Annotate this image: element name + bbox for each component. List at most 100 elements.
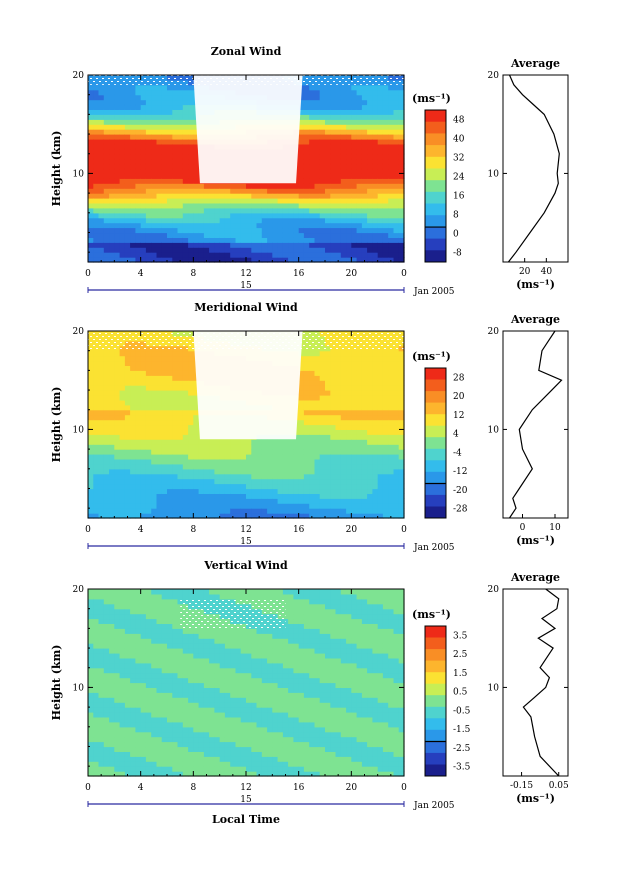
heatmap-cell: [309, 424, 316, 430]
heatmap-cell: [203, 237, 210, 243]
heatmap-cell: [167, 498, 173, 504]
heatmap-cell: [388, 454, 395, 460]
heatmap-cell: [388, 488, 395, 494]
heatmap-cell: [367, 375, 373, 381]
heatmap-cell: [145, 365, 152, 371]
heatmap-cell: [93, 618, 100, 624]
heatmap-cell: [398, 493, 405, 499]
heatmap-cell: [103, 385, 110, 391]
heatmap-cell: [88, 173, 94, 179]
y-tick-label: 10: [73, 425, 85, 435]
heatmap-cell: [177, 390, 184, 396]
y-tick-label: 20: [73, 71, 85, 81]
heatmap-cell: [340, 513, 347, 519]
heatmap-cell: [335, 148, 342, 155]
heatmap-cell: [303, 148, 310, 155]
heatmap-cell: [356, 148, 363, 155]
heatmap-cell: [382, 478, 389, 485]
heatmap-cell: [356, 458, 363, 465]
heatmap-cell: [88, 380, 94, 386]
heatmap-cell: [140, 449, 147, 455]
heatmap-cell: [261, 483, 268, 490]
heatmap-cell: [251, 493, 258, 499]
heatmap-cell: [203, 227, 210, 234]
heatmap-cell: [382, 109, 389, 115]
heatmap-cell: [124, 390, 131, 396]
heatmap-cell: [309, 350, 316, 357]
panel-title: Zonal Wind: [211, 45, 282, 58]
heatmap-cell: [161, 375, 168, 381]
heatmap-cell: [261, 498, 268, 504]
heatmap-cell: [325, 198, 331, 204]
heatmap-cell: [103, 648, 110, 654]
heatmap-cell: [340, 139, 347, 145]
heatmap-cell: [103, 139, 110, 145]
heatmap-cell: [356, 89, 363, 96]
heatmap-cell: [303, 429, 310, 435]
heatmap-cell: [209, 449, 215, 455]
heatmap-cell: [235, 463, 242, 470]
heatmap-cell: [282, 468, 289, 475]
heatmap-cell: [203, 212, 210, 219]
heatmap-cell: [88, 488, 94, 494]
heatmap-cell: [198, 444, 205, 450]
heatmap-cell: [319, 252, 326, 258]
heatmap-cell: [119, 365, 126, 371]
heatmap-cell: [103, 741, 110, 748]
heatmap-cell: [167, 212, 173, 219]
heatmap-cell: [261, 202, 268, 209]
heatmap-cell: [88, 716, 94, 723]
heatmap-cell: [119, 247, 126, 253]
heatmap-cell: [203, 493, 210, 499]
heatmap-cell: [193, 449, 200, 455]
heatmap-cell: [377, 252, 384, 258]
heatmap-cell: [298, 183, 305, 189]
colorbar-tick-label: -28: [453, 505, 468, 515]
heatmap-cell: [198, 227, 205, 234]
heatmap-cell: [130, 414, 136, 421]
heatmap-cell: [135, 178, 142, 184]
heatmap-cell: [93, 158, 100, 165]
heatmap-cell: [319, 124, 326, 130]
heatmap-cell: [188, 232, 194, 238]
heatmap-cell: [103, 399, 110, 406]
heatmap-cell: [335, 99, 342, 106]
heatmap-cell: [109, 618, 115, 624]
heatmap-cell: [372, 212, 379, 219]
heatmap-cell: [167, 483, 173, 490]
heatmap-cell: [346, 148, 352, 155]
heatmap-cell: [145, 109, 152, 115]
heatmap-cell: [367, 395, 373, 401]
heatmap-cell: [335, 222, 342, 229]
heatmap-cell: [109, 104, 115, 110]
heatmap-cell: [161, 463, 168, 470]
heatmap-cell: [130, 163, 136, 170]
heatmap-cell: [161, 222, 168, 229]
heatmap-cell: [193, 124, 200, 130]
heatmap-cell: [182, 434, 189, 440]
heatmap-cell: [103, 390, 110, 396]
heatmap-cell: [367, 212, 373, 219]
heatmap-cell: [240, 454, 247, 460]
heatmap-cell: [224, 217, 231, 224]
heatmap-cell: [398, 395, 405, 401]
heatmap-cell: [88, 148, 94, 155]
heatmap-cell: [251, 463, 258, 470]
heatmap-cell: [182, 375, 189, 381]
heatmap-cell: [145, 158, 152, 165]
heatmap-cell: [167, 252, 173, 258]
heatmap-cell: [140, 478, 147, 485]
heatmap-cell: [98, 429, 105, 435]
heatmap-cell: [361, 148, 368, 155]
heatmap-cell: [140, 468, 147, 475]
heatmap-cell: [203, 257, 210, 263]
heatmap-cell: [377, 232, 384, 238]
heatmap-cell: [340, 478, 347, 485]
heatmap-cell: [282, 473, 289, 480]
heatmap-cell: [293, 237, 300, 243]
heatmap-cell: [88, 603, 94, 610]
x-tick-label: 0: [401, 269, 407, 279]
heatmap-cell: [335, 119, 342, 125]
heatmap-cell: [193, 247, 200, 253]
heatmap-cell: [367, 365, 373, 371]
